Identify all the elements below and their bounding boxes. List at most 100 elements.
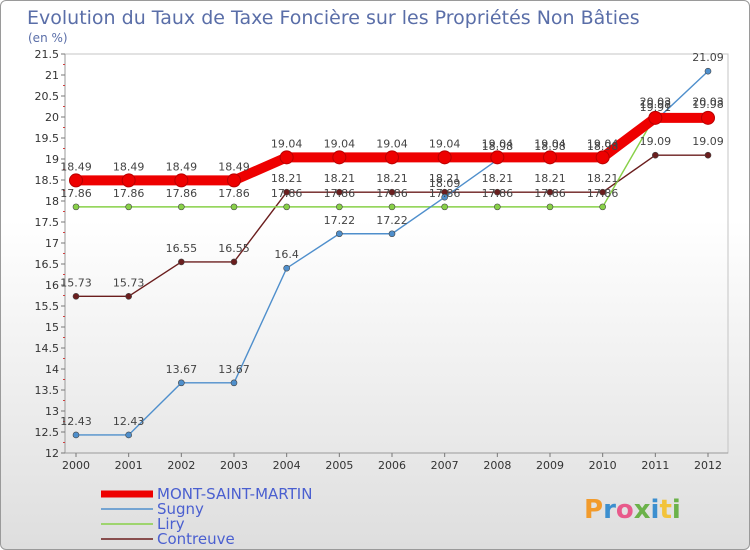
data-labels: 15.73 15.73 16.55 16.55 18.21 18.21 18.21 18.21… (60, 51, 724, 428)
data-label: 18.21 (376, 172, 408, 185)
data-label: 19.04 (376, 137, 408, 150)
y-tick-label: 18 (45, 195, 59, 208)
data-label: 19.04 (324, 137, 356, 150)
data-label: 17.86 (271, 187, 303, 200)
chart-title: Evolution du Taux de Taxe Foncière sur l… (27, 7, 640, 29)
legend-label: MONT-SAINT-MARTIN (157, 485, 312, 503)
data-label: 18.21 (324, 172, 356, 185)
data-label: 18.21 (429, 172, 461, 185)
x-tick-label: 2012 (694, 459, 722, 472)
data-point (283, 203, 290, 211)
x-tick-label: 2008 (483, 459, 511, 472)
data-label: 18.98 (534, 140, 566, 153)
data-label: 16.55 (166, 242, 198, 255)
data-label: 19.91 (640, 101, 672, 114)
data-point (704, 67, 712, 75)
data-point (336, 188, 343, 196)
legend-item-contreuve: Contreuve (101, 530, 235, 548)
y-tick-label: 13.5 (35, 384, 60, 397)
legend-item-liry: Liry (101, 515, 185, 533)
data-label: 17.86 (166, 187, 198, 200)
series-contreuve (72, 151, 712, 300)
data-label: 12.43 (113, 415, 145, 428)
data-point (385, 150, 399, 165)
data-label: 17.86 (534, 187, 566, 200)
data-point (336, 203, 343, 211)
data-point (69, 173, 83, 188)
data-label: 12.43 (60, 415, 92, 428)
data-label: 19.04 (587, 137, 619, 150)
data-point (701, 110, 715, 125)
data-label: 19.09 (692, 135, 724, 148)
y-tick-label: 17.5 (35, 216, 60, 229)
y-tick-label: 15 (45, 321, 59, 334)
data-label: 21.09 (692, 51, 724, 64)
data-point (230, 203, 238, 211)
y-tick-label: 20.5 (35, 90, 60, 103)
series-mont-saint-martin (69, 110, 715, 188)
data-label: 17.86 (429, 187, 461, 200)
data-point (388, 203, 396, 211)
x-tick-label: 2003 (220, 459, 248, 472)
data-label: 18.49 (166, 160, 198, 173)
legend-item-mont-saint-martin: MONT-SAINT-MARTIN (101, 485, 312, 503)
legend-label: Liry (157, 515, 185, 533)
logo-letter: t (659, 495, 671, 525)
logo-letter: x (634, 495, 651, 525)
data-label: 17.86 (376, 187, 408, 200)
proxiti-logo: Proxiti (584, 495, 681, 525)
y-tick-label: 14.5 (35, 342, 60, 355)
x-tick-label: 2002 (167, 459, 195, 472)
data-label: 19.09 (640, 135, 672, 148)
logo-letter: r (603, 495, 616, 525)
data-point (704, 151, 712, 159)
data-label: 13.67 (218, 363, 250, 376)
x-tick-label: 2011 (641, 459, 669, 472)
data-label: 17.86 (587, 187, 619, 200)
data-point (72, 293, 80, 300)
proxiti-wordmark: Proxiti (584, 495, 681, 525)
data-point (494, 203, 501, 211)
data-point (494, 188, 501, 196)
data-label: 17.86 (60, 187, 92, 200)
logo-letter: o (616, 495, 634, 525)
y-tick-label: 14 (45, 363, 59, 376)
y-tick-label: 13 (45, 405, 59, 418)
logo-letter: i (651, 495, 660, 525)
data-label: 18.21 (482, 172, 514, 185)
y-tick-label: 19 (45, 153, 59, 166)
data-label: 19.04 (534, 137, 566, 150)
data-point (595, 150, 610, 165)
y-tick-label: 19.5 (35, 132, 60, 145)
data-point (599, 188, 606, 196)
data-point (279, 150, 294, 165)
data-point (178, 258, 185, 266)
data-point (125, 431, 132, 439)
data-point (441, 203, 448, 211)
data-label: 18.21 (587, 172, 619, 185)
data-point (336, 230, 343, 238)
x-tick-label: 2005 (325, 459, 353, 472)
y-tick-label: 17 (45, 237, 59, 250)
data-label: 17.86 (324, 187, 356, 200)
data-point (648, 110, 663, 125)
logo-letter: P (584, 495, 603, 525)
data-point (178, 379, 185, 387)
data-point (283, 188, 290, 196)
data-point (546, 188, 554, 196)
data-point (543, 150, 557, 165)
data-label: 18.49 (218, 160, 250, 173)
y-tick-label: 21 (45, 69, 59, 82)
chart-unit-label: (en %) (28, 31, 68, 45)
data-point (388, 188, 396, 196)
data-point (546, 203, 554, 211)
data-label: 13.67 (166, 363, 198, 376)
x-tick-label: 2009 (536, 459, 564, 472)
data-label: 18.21 (534, 172, 566, 185)
data-point (174, 173, 189, 188)
data-point (230, 379, 238, 387)
data-label: 20.03 (692, 96, 724, 109)
legend-label: Sugny (157, 500, 204, 518)
data-point (388, 230, 396, 238)
